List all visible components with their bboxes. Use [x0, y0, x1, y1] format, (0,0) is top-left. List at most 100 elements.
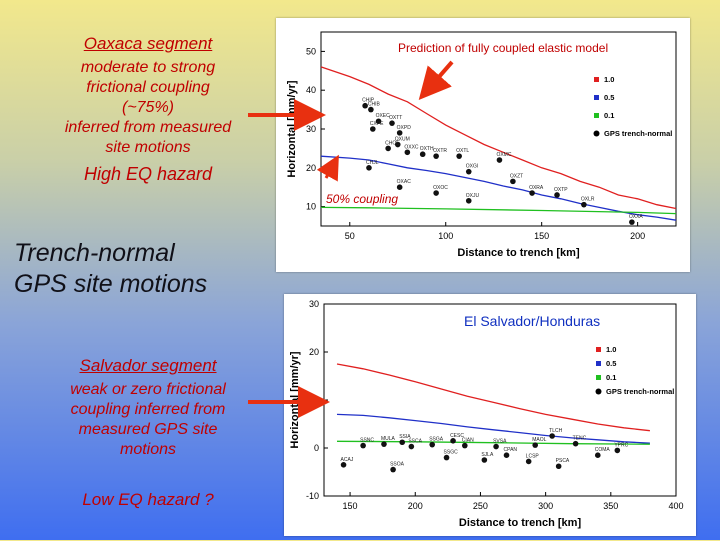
gps-point-label: CPAN: [504, 447, 518, 453]
gps-point-label: MAOL: [532, 437, 546, 443]
gps-point: [408, 443, 415, 450]
legend-swatch: [596, 347, 601, 352]
gps-point: [529, 190, 535, 196]
gps-point: [381, 441, 387, 447]
y-tick-label: 30: [309, 299, 319, 309]
gps-point: [340, 462, 347, 468]
x-tick-label: 150: [343, 501, 358, 511]
gps-point-label: OXUM: [395, 137, 410, 143]
legend-label: 0.1: [604, 111, 614, 120]
model-curve-0-1: [336, 440, 650, 445]
oaxaca-hazard: High EQ hazard: [83, 164, 213, 184]
legend-label: 0.1: [606, 373, 616, 382]
gps-point-label: TENC: [573, 436, 587, 442]
gps-point: [368, 106, 374, 113]
gps-point: [481, 457, 488, 463]
gps-point-label: CXPE: [370, 121, 384, 127]
gps-point: [429, 441, 436, 448]
gps-point-label: OXXA: [629, 214, 644, 220]
gps-point: [385, 145, 391, 152]
legend-swatch: [595, 388, 602, 395]
gps-point-label: LCSP: [526, 453, 540, 459]
oaxaca-description: moderate to strong frictional coupling (…: [38, 58, 258, 158]
gps-point-label: OXZT: [510, 173, 523, 179]
gps-point-label: OXJU: [466, 193, 480, 199]
model-curve-1-0: [336, 363, 650, 432]
gps-point: [404, 149, 411, 156]
y-axis-label: Horizontal [mm/yr]: [289, 351, 301, 449]
x-tick-label: 50: [345, 231, 355, 241]
gps-point: [450, 438, 456, 444]
gps-point-label: SJLA: [481, 452, 494, 458]
gps-point-label: ACAJ: [341, 457, 354, 463]
salvador-chart-panel: 150 200 250 300 350 400 -10 0 10 20 30 Distance to …: [284, 294, 696, 536]
salvador-hazard: Low EQ hazard ?: [82, 490, 214, 509]
salvador-desc-line: measured GPS site: [78, 421, 218, 438]
gps-point-label: OXOC: [433, 185, 448, 191]
legend-swatch: [596, 361, 601, 366]
chart-annotation: El Salvador/Honduras: [464, 313, 600, 329]
y-tick-label: 10: [309, 395, 319, 405]
gps-point: [594, 452, 601, 458]
gps-point-label: SSIA: [399, 434, 411, 440]
gps-point-label: CESC: [450, 433, 464, 439]
salvador-desc-line: weak or zero frictional: [70, 381, 226, 398]
gps-point: [525, 458, 532, 465]
gps-point-label: OXTP: [554, 187, 568, 193]
oaxaca-desc-line: frictional coupling: [86, 79, 210, 96]
gps-point-label: CHIP: [362, 98, 375, 104]
legend-label: GPS trench-normal: [606, 387, 674, 396]
gps-point-label: SSCA: [408, 439, 422, 445]
y-axis-label: Horizontal [mm/yr]: [286, 80, 298, 178]
y-tick-label: 20: [309, 347, 319, 357]
salvador-description: weak or zero frictional coupling inferre…: [38, 380, 258, 460]
gps-point-label: OXXC: [404, 144, 419, 150]
salvador-chart: 150 200 250 300 350 400 -10 0 10 20 30 Distance to …: [289, 299, 684, 529]
gps-point-label: OXTT: [389, 115, 402, 121]
trench-title-line: GPS site motions: [14, 270, 208, 298]
gps-point: [375, 118, 382, 125]
gps-point: [614, 447, 621, 454]
gps-point-label: TLCH: [549, 428, 562, 434]
oaxaca-chart-panel: 50 100 150 200 10 20 30 40 50 Distance to trench …: [276, 18, 690, 272]
oaxaca-desc-line: moderate to strong: [80, 59, 216, 76]
gps-point-label: OXAC: [397, 179, 412, 185]
y-tick-label: -10: [306, 491, 319, 501]
gps-point-label: SSNC: [360, 438, 374, 444]
plot-frame: [323, 303, 677, 497]
x-tick-label: 300: [538, 501, 553, 511]
gps-point-label: PSCA: [556, 458, 570, 464]
gps-point: [629, 219, 635, 225]
oaxaca-desc-line: site motions: [105, 139, 191, 156]
gps-point: [496, 157, 503, 163]
x-axis-label: Distance to trench [km]: [459, 517, 582, 529]
salvador-desc-line: coupling inferred from: [70, 401, 226, 418]
gps-point: [394, 141, 401, 148]
legend-swatch: [594, 113, 599, 118]
gps-point: [396, 130, 403, 136]
gps-point: [462, 442, 468, 449]
x-axis-label: Distance to trench [km]: [457, 247, 580, 259]
gps-point-label: OXEC: [376, 113, 391, 119]
model-curve-1-0: [320, 66, 677, 210]
gps-point: [370, 126, 376, 132]
legend-swatch: [593, 130, 600, 137]
x-tick-label: 200: [630, 231, 645, 241]
model-curve-0-1: [320, 206, 677, 215]
gps-point: [465, 197, 472, 204]
gps-point-label: OXRA: [529, 185, 544, 191]
legend-swatch: [594, 95, 599, 100]
gps-point-label: OXLR: [581, 197, 595, 203]
gps-point: [360, 442, 366, 449]
gps-point-label: YPRC: [614, 442, 628, 448]
gps-point-label: SSOA: [390, 462, 405, 468]
gps-point-label: OXTL: [456, 148, 469, 154]
gps-point: [362, 102, 368, 109]
gps-point: [532, 442, 538, 448]
legend-label: 1.0: [604, 75, 614, 84]
x-tick-label: 100: [438, 231, 453, 241]
x-tick-label: 350: [603, 501, 618, 511]
oaxaca-desc-line: inferred from measured: [64, 119, 232, 136]
x-tick-label: 150: [534, 231, 549, 241]
salvador-desc-line: motions: [119, 441, 177, 458]
